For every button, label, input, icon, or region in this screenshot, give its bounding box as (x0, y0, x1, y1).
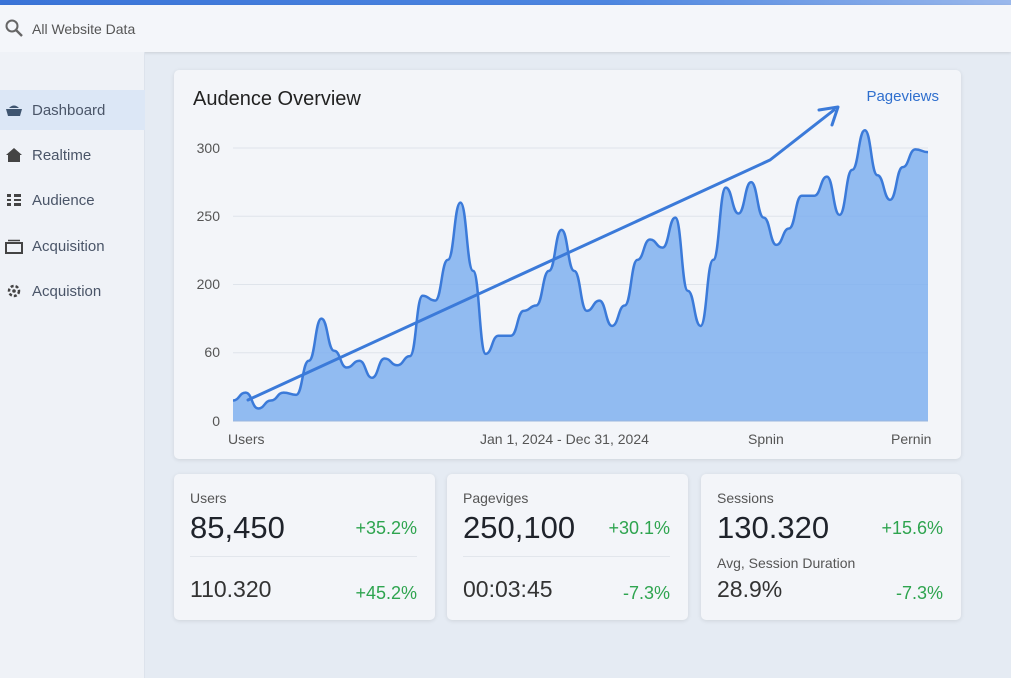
y-tick-label: 60 (204, 344, 220, 360)
stat-change: +30.1% (608, 518, 670, 538)
area-fill (233, 130, 928, 421)
sidebar-item-acquistion[interactable]: Acquistion (0, 271, 145, 311)
stat-card-sessions: Sessions 130.320 +15.6% Avg, Session Dur… (701, 474, 961, 620)
stat-label: Pageviges (463, 490, 529, 506)
pageviews-chart (232, 105, 929, 422)
stat-change: +15.6% (881, 518, 943, 538)
stat-card-pageviews: Pageviges 250,100 +30.1% 00:03:45 -7.3% (447, 474, 688, 620)
header: All Website Data (0, 5, 1011, 52)
divider (190, 556, 417, 557)
sidebar-item-label: Realtime (32, 146, 92, 164)
sidebar: Dashboard Realtime Audience Acquisition … (0, 52, 145, 678)
stat-sub-change: +45.2% (355, 583, 417, 603)
sidebar-item-label: Acquistion (32, 282, 102, 300)
cog-cloud-icon (4, 281, 24, 301)
stat-sub-label: Avg, Session Duration (717, 555, 856, 571)
stat-card-users: Users 85,450 +35.2% 110.320 +45.2% (174, 474, 435, 620)
divider (463, 556, 670, 557)
legend-pageviews[interactable]: Pageviews (866, 88, 939, 105)
y-tick-label: 0 (212, 413, 220, 429)
sidebar-item-label: Dashboard (32, 101, 106, 119)
x-tick-label: Users (228, 431, 265, 447)
card-title: Audence Overview (193, 88, 361, 110)
sidebar-item-dashboard[interactable]: Dashboard (0, 90, 145, 130)
list-icon (4, 190, 24, 210)
stat-value: 250,100 (463, 510, 576, 545)
sidebar-item-label: Audience (32, 191, 95, 209)
stat-value: 85,450 (190, 510, 285, 545)
x-tick-label: Jan 1, 2024 - Dec 31, 2024 (480, 431, 649, 447)
series-line (232, 129, 929, 410)
y-tick-label: 250 (196, 208, 220, 224)
home-icon (4, 145, 24, 165)
stat-change: +35.2% (355, 518, 417, 538)
property-selector[interactable]: All Website Data (32, 20, 136, 37)
sidebar-item-audience[interactable]: Audience (0, 180, 145, 220)
stat-label: Sessions (717, 490, 774, 506)
trend-arrow-head-icon (817, 105, 840, 127)
top-accent-bar (0, 0, 1011, 5)
stat-sub-change: -7.3% (895, 583, 943, 603)
stat-sub-value: 00:03:45 (463, 576, 553, 602)
sidebar-item-acquisition[interactable]: Acquisition (0, 226, 145, 266)
trend-arrow-line (246, 108, 836, 402)
search-icon[interactable] (4, 18, 26, 40)
y-tick-label: 300 (196, 140, 220, 156)
sidebar-item-label: Acquisition (32, 237, 105, 255)
x-tick-label: Spnin (748, 431, 784, 447)
stat-sub-value: 110.320 (190, 576, 272, 602)
y-tick-label: 200 (196, 276, 220, 292)
stat-label: Users (190, 490, 227, 506)
basket-icon (4, 100, 24, 120)
stat-sub-change: -7.3% (622, 583, 670, 603)
x-tick-label: Pernin (891, 431, 932, 447)
sidebar-item-realtime[interactable]: Realtime (0, 135, 145, 175)
stat-value: 130.320 (717, 510, 830, 545)
audience-overview-card: Audence Overview Pageviews 300 250 200 6… (174, 70, 961, 459)
stat-sub-value: 28.9% (717, 576, 783, 602)
window-icon (4, 236, 24, 256)
